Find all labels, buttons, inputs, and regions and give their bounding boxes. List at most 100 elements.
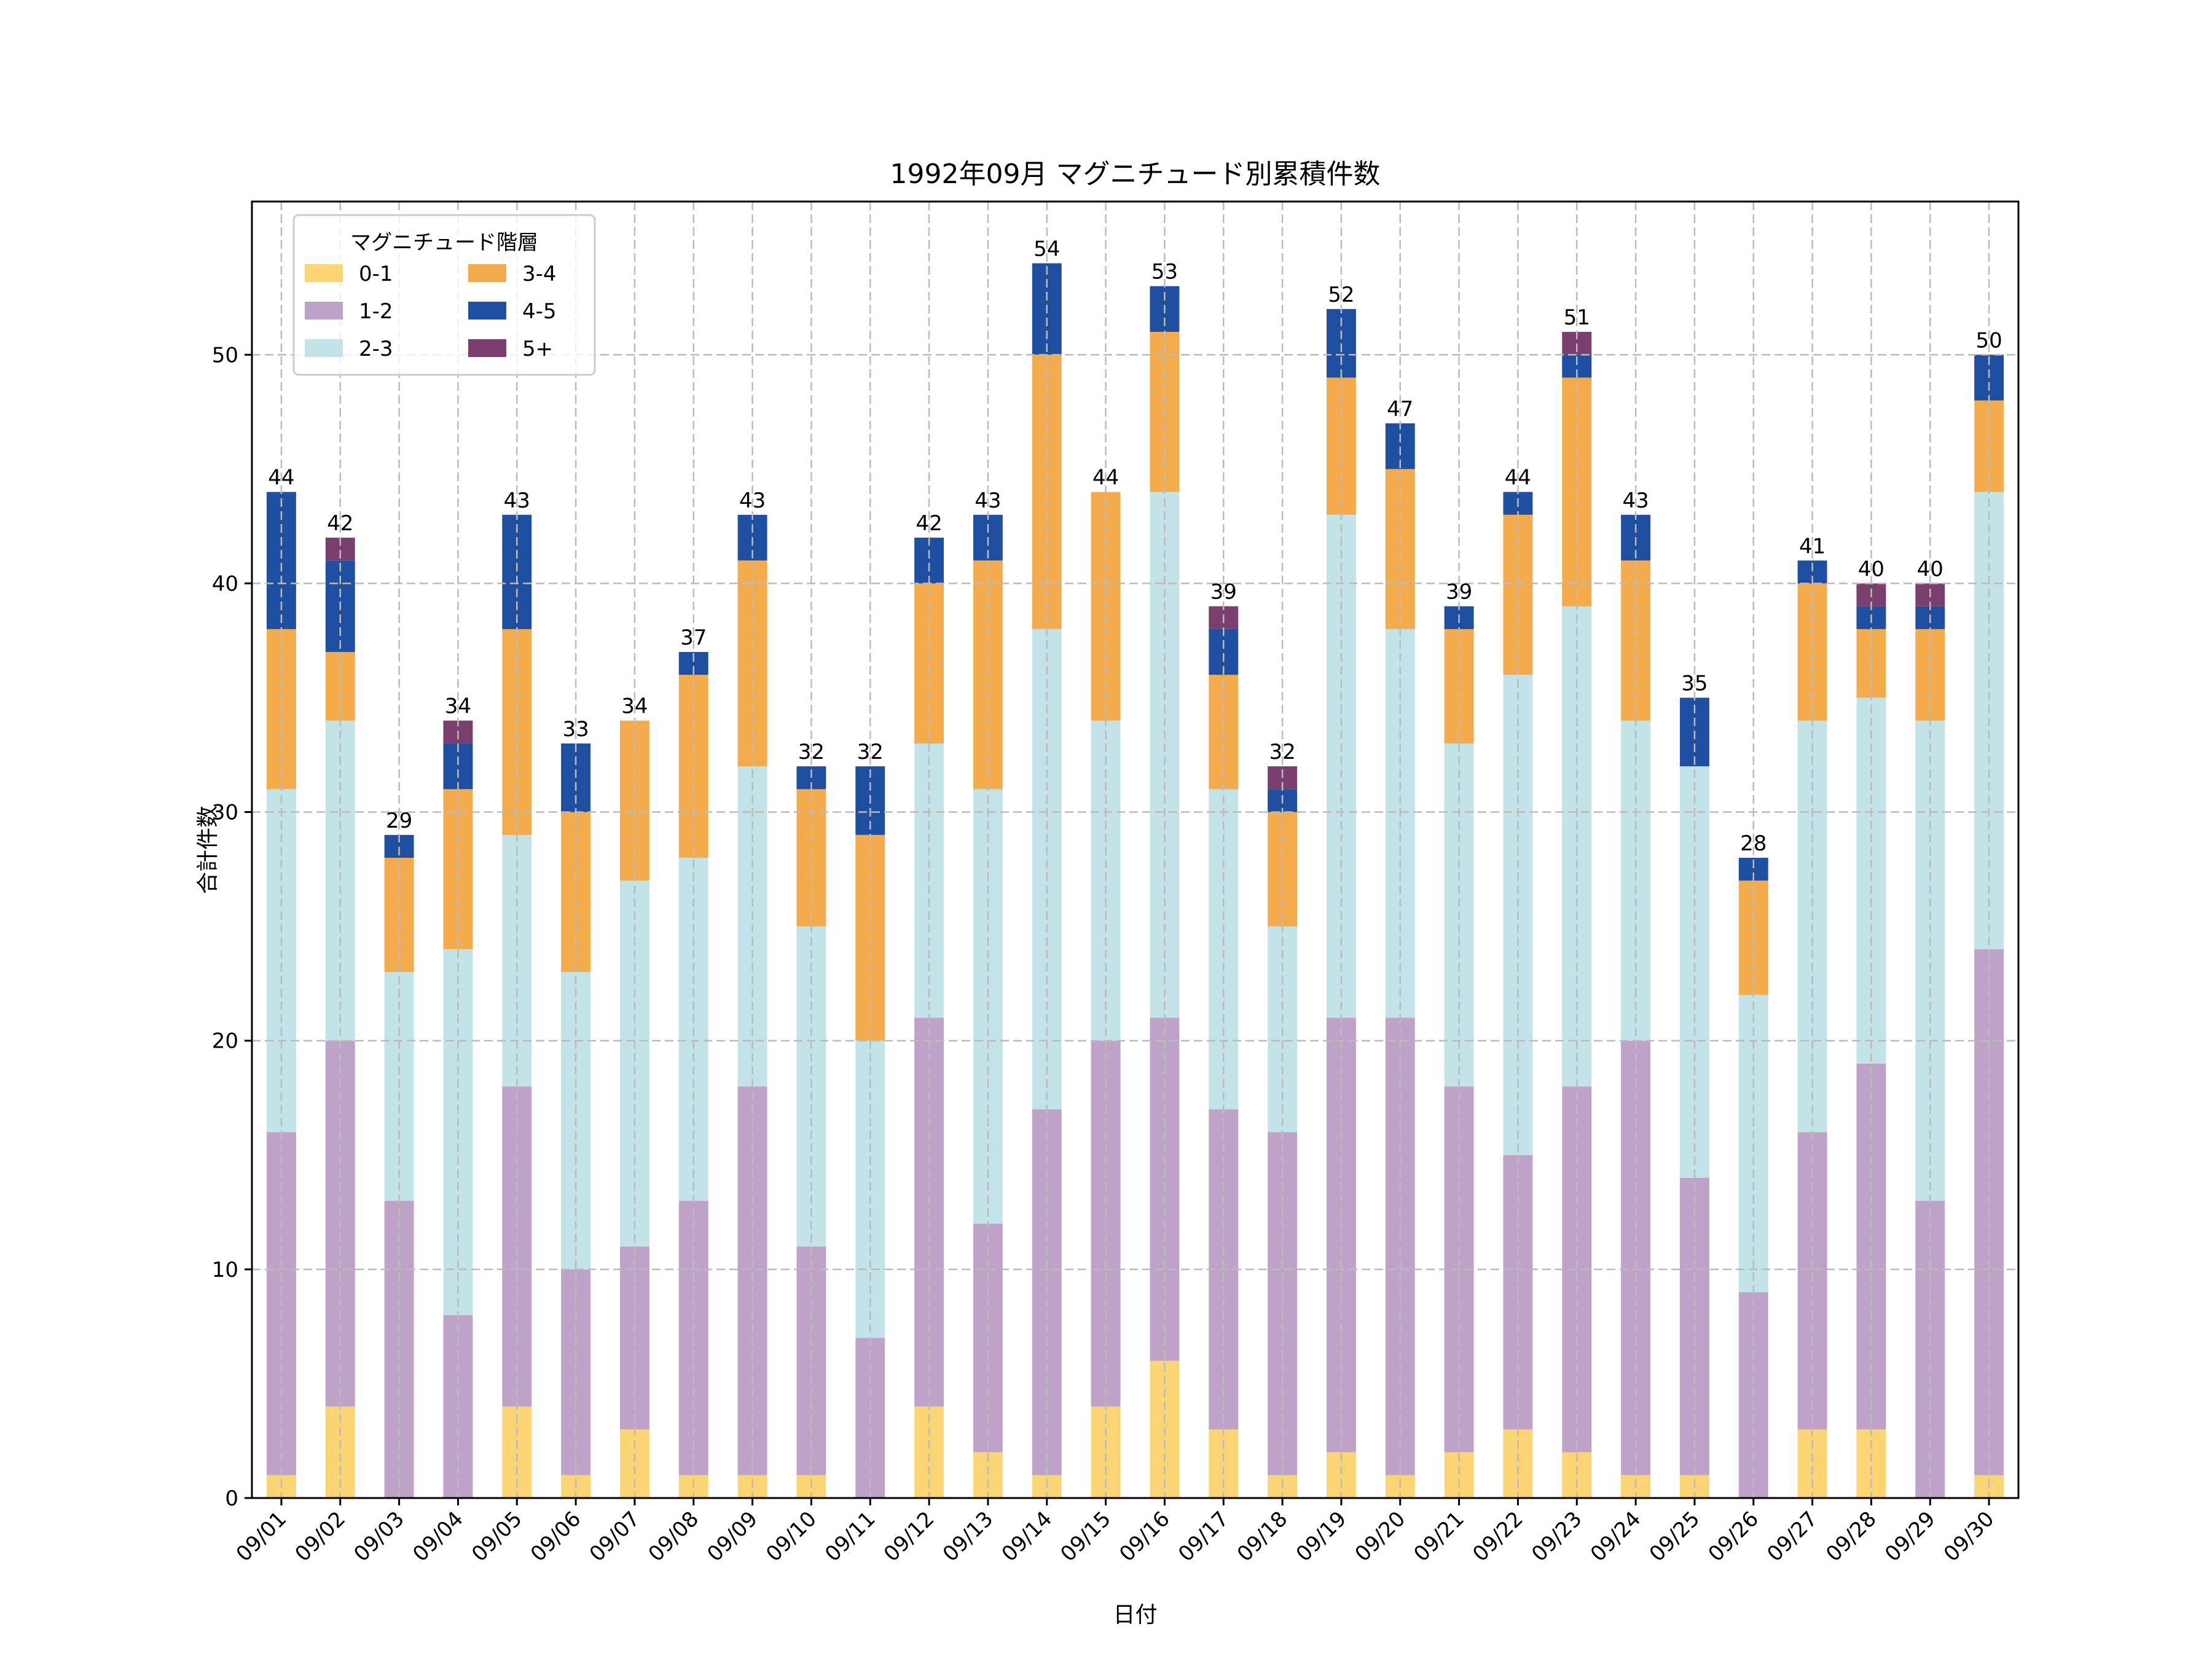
total-label: 34: [445, 694, 471, 719]
bar-segment-1-2-09/10: [796, 1246, 826, 1475]
bar-segment-0-1-09/27: [1797, 1429, 1827, 1498]
total-label: 43: [975, 488, 1001, 513]
legend-label: 3-4: [522, 262, 557, 286]
x-tick-label: 09/27: [1762, 1507, 1822, 1567]
y-tick-label: 40: [212, 571, 238, 596]
bar-segment-3-4-09/18: [1268, 812, 1298, 927]
legend-swatch-5+: [468, 339, 506, 357]
total-label: 42: [916, 511, 942, 536]
y-tick-label: 20: [212, 1029, 238, 1054]
y-tick-label: 10: [212, 1258, 238, 1282]
x-tick-label: 09/14: [997, 1507, 1057, 1567]
total-label: 44: [268, 466, 294, 490]
x-tick-label: 09/25: [1645, 1507, 1705, 1567]
axes-frame: [251, 200, 2020, 1499]
x-tick-label: 09/02: [291, 1507, 351, 1567]
total-label: 44: [1505, 466, 1531, 490]
x-tick-label: 09/13: [938, 1507, 998, 1567]
total-label: 28: [1740, 831, 1767, 856]
total-label: 32: [798, 740, 825, 764]
x-axis-label: 日付: [1113, 1602, 1157, 1628]
total-label: 50: [1975, 328, 2002, 353]
total-label: 54: [1033, 237, 1060, 261]
x-tick-label: 09/23: [1527, 1507, 1587, 1567]
total-label: 44: [1092, 466, 1119, 490]
x-tick-label: 09/09: [702, 1507, 763, 1567]
bar-segment-0-1-09/22: [1503, 1429, 1533, 1498]
total-label: 39: [1210, 580, 1237, 605]
grid-lines: [252, 202, 2018, 1498]
total-label: 33: [562, 717, 589, 742]
total-label: 51: [1564, 305, 1590, 330]
legend-swatch-4-5: [468, 302, 506, 320]
total-label: 43: [739, 488, 766, 513]
total-label: 42: [327, 511, 353, 536]
legend-label: 5+: [522, 337, 553, 361]
x-tick-label: 09/04: [408, 1507, 468, 1567]
total-label: 35: [1681, 672, 1708, 696]
bar-segment-2-3-09/29: [1915, 720, 1945, 1201]
x-tick-label: 09/15: [1056, 1507, 1116, 1567]
x-tick-label: 09/19: [1292, 1507, 1352, 1567]
total-label: 52: [1328, 283, 1354, 307]
x-tick-label: 09/17: [1174, 1507, 1234, 1567]
legend-swatch-3-4: [468, 264, 506, 282]
total-label: 29: [386, 809, 412, 833]
y-tick-label: 30: [212, 801, 238, 825]
legend-swatch-1-2: [305, 302, 343, 320]
bar-segment-3-4-09/08: [678, 675, 708, 858]
legend-swatch-0-1: [305, 264, 343, 282]
total-labels: 44 42 29 34 43 33 34 37 43 32 32 42 43 54 44 53 39 32 52 47…: [268, 237, 2002, 856]
bar-segment-0-1-09/07: [619, 1429, 649, 1498]
x-tick-label: 09/30: [1939, 1507, 1999, 1567]
bar-segment-2-3-09/01: [266, 789, 296, 1132]
x-tick-label: 09/21: [1409, 1507, 1469, 1567]
total-label: 32: [1269, 740, 1295, 764]
bar-segment-0-1-09/17: [1209, 1429, 1239, 1498]
total-label: 34: [621, 694, 648, 719]
legend-title: マグニチュード階層: [350, 230, 538, 255]
bar-segment-2-3-09/07: [619, 880, 649, 1247]
legend-swatch-2-3: [305, 339, 343, 357]
x-axis-ticks: 09/0109/0209/0309/0409/0509/0609/0709/08…: [232, 1498, 1999, 1567]
bar-segment-2-3-09/14: [1032, 629, 1062, 1110]
x-tick-label: 09/18: [1233, 1507, 1293, 1567]
total-label: 43: [1622, 488, 1649, 513]
y-tick-label: 50: [212, 343, 238, 367]
x-tick-label: 09/05: [467, 1507, 527, 1567]
total-label: 41: [1799, 534, 1826, 559]
total-label: 32: [857, 740, 884, 764]
total-label: 37: [680, 626, 707, 650]
total-label: 39: [1446, 580, 1472, 605]
x-tick-label: 09/01: [232, 1507, 292, 1567]
x-tick-label: 09/03: [349, 1507, 409, 1567]
total-label: 43: [504, 488, 530, 513]
x-tick-label: 09/16: [1115, 1507, 1175, 1567]
y-axis-label: 合計件数: [195, 806, 221, 894]
x-tick-label: 09/20: [1351, 1507, 1411, 1567]
x-tick-label: 09/10: [761, 1507, 822, 1567]
x-tick-label: 09/24: [1586, 1507, 1646, 1567]
x-tick-label: 09/11: [820, 1507, 880, 1567]
legend: マグニチュード階層 0-1 1-2 2-3 3-4 4-5 5+: [292, 214, 596, 376]
bars: [266, 263, 2004, 1498]
legend-label: 1-2: [359, 299, 393, 324]
legend-label: 0-1: [359, 262, 393, 286]
total-label: 47: [1387, 397, 1413, 422]
x-tick-label: 09/29: [1880, 1507, 1940, 1567]
x-tick-label: 09/26: [1704, 1507, 1764, 1567]
x-tick-label: 09/07: [585, 1507, 645, 1567]
bar-segment-2-3-09/19: [1326, 514, 1356, 1018]
bar-segment-2-3-09/23: [1562, 606, 1592, 1087]
x-tick-label: 09/12: [879, 1507, 939, 1567]
legend-box: [292, 214, 596, 376]
y-tick-label: 0: [225, 1486, 238, 1511]
x-tick-label: 09/06: [526, 1507, 586, 1567]
chart-title: 1992年09月 マグニチュード別累積件数: [890, 159, 1381, 190]
y-axis-ticks: 0 10 20 30 40 50: [212, 343, 252, 1511]
x-tick-label: 09/08: [644, 1507, 704, 1567]
legend-label: 4-5: [522, 299, 557, 324]
total-label: 40: [1917, 557, 1943, 581]
x-tick-label: 09/22: [1468, 1507, 1528, 1567]
